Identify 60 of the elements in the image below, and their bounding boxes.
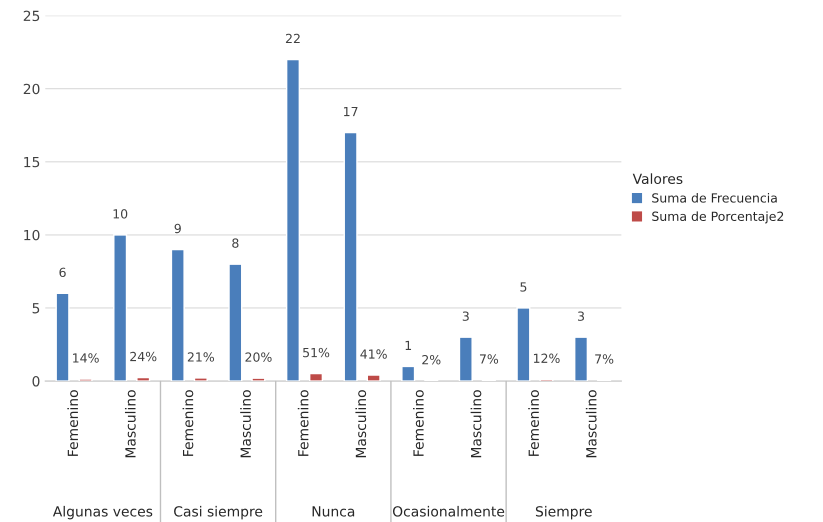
- data-label: 17: [344, 106, 358, 116]
- x-tick-label: Femenino: [413, 390, 424, 456]
- data-label: 10: [114, 209, 128, 219]
- text: Nunca: [312, 506, 354, 517]
- data-label: 41%: [360, 349, 387, 359]
- data-label: 6: [59, 268, 66, 278]
- y-tick-label: 15: [24, 156, 40, 168]
- legend-title: Valores: [632, 173, 682, 184]
- bar: [78, 378, 93, 382]
- x-tick-label: Masculino: [124, 390, 136, 458]
- data-label: 8: [232, 238, 238, 248]
- data-label: 9: [174, 224, 181, 234]
- legend-label: Suma de Frecuencia: [652, 192, 777, 203]
- text: Algunas veces: [52, 506, 152, 520]
- text: Siempre: [536, 506, 592, 520]
- data-label: 21%: [188, 352, 214, 362]
- bar: [286, 58, 300, 382]
- data-label: 3: [462, 311, 469, 321]
- bar: [194, 377, 208, 382]
- text: Ocasionalmente: [392, 506, 504, 517]
- bar: [366, 374, 381, 382]
- legend-label: Suma de Porcentaje2: [652, 211, 784, 224]
- bar: [251, 377, 266, 382]
- data-label: 3: [578, 311, 584, 321]
- data-label: 12%: [534, 354, 560, 363]
- data-label: 2%: [422, 355, 440, 364]
- bar: [228, 263, 242, 382]
- bar: [170, 248, 185, 382]
- bar: [344, 132, 358, 382]
- y-tick-label: 0: [32, 376, 40, 387]
- x-tick-label: Femenino: [67, 390, 78, 456]
- bar: [516, 307, 530, 382]
- text: Casi siempre: [174, 506, 262, 520]
- data-label: 24%: [130, 352, 156, 362]
- data-label: 7%: [595, 354, 614, 364]
- x-tick-label: Masculino: [240, 390, 251, 458]
- bar: [458, 336, 473, 382]
- data-label: 1: [406, 340, 412, 350]
- bar: [401, 366, 416, 382]
- x-tick-label: Femenino: [298, 390, 309, 456]
- bar: [136, 376, 150, 382]
- data-label: 7%: [480, 354, 498, 364]
- data-label: 14%: [73, 353, 99, 363]
- x-tick-label: Masculino: [355, 390, 366, 458]
- x-tick-label: Femenino: [528, 390, 539, 456]
- y-tick-label: 5: [32, 303, 40, 314]
- bar: [309, 372, 324, 382]
- data-label: 51%: [303, 348, 330, 358]
- x-tick-label: Masculino: [470, 390, 482, 458]
- y-tick-label: 20: [24, 84, 40, 94]
- y-tick-label: 25: [24, 10, 40, 22]
- data-label: 5: [520, 282, 526, 292]
- x-tick-label: Masculino: [586, 390, 597, 458]
- x-tick-label: Femenino: [182, 390, 194, 456]
- data-label: 20%: [245, 352, 272, 362]
- data-label: 22: [286, 34, 300, 44]
- bar: [56, 292, 70, 382]
- bar: [574, 336, 588, 382]
- bar: [113, 234, 128, 382]
- y-tick-label: 10: [24, 230, 40, 240]
